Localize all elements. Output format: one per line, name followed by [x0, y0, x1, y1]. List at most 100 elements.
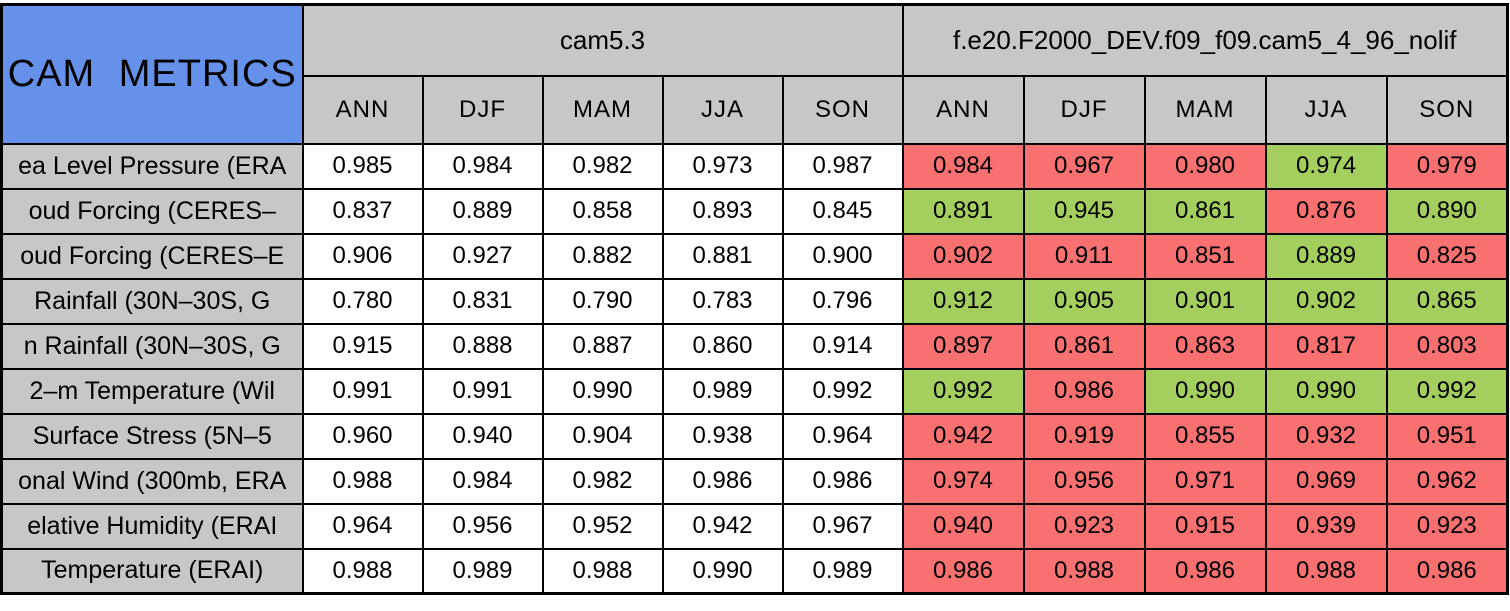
- test-value-cell-red: 0.911: [1022, 232, 1146, 280]
- cam53-value-cell: 0.990: [541, 367, 664, 415]
- metric-label: oud Forcing (CERES–: [0, 187, 304, 235]
- test-value-cell-red: 0.984: [901, 142, 1025, 190]
- cam53-value-cell: 0.990: [661, 547, 784, 595]
- cam53-value-cell: 0.986: [781, 457, 904, 505]
- cam53-value-cell: 0.915: [301, 322, 424, 370]
- cam53-value-cell: 0.984: [421, 457, 544, 505]
- cam-metrics-table: CAM METRICS cam5.3 f.e20.F2000_DEV.f09_f…: [0, 3, 1509, 595]
- metric-label: Surface Stress (5N–5: [0, 412, 304, 460]
- cam53-value-cell: 0.790: [541, 277, 664, 325]
- cam53-value-cell: 0.973: [661, 142, 784, 190]
- cam53-value-cell: 0.845: [781, 187, 904, 235]
- cam53-value-cell: 0.837: [301, 187, 424, 235]
- test-value-cell-red: 0.939: [1264, 502, 1388, 550]
- test-value-cell-green: 0.974: [1264, 142, 1388, 190]
- metric-row: Surface Stress (5N–5 0.960 0.940 0.904 0.938…: [0, 412, 1509, 460]
- test-value-cell-red: 0.861: [1022, 322, 1146, 370]
- test-value-cell-red: 0.956: [1022, 457, 1146, 505]
- cam53-value-cell: 0.988: [301, 547, 424, 595]
- test-value-cell-red: 0.919: [1022, 412, 1146, 460]
- cam53-value-cell: 0.989: [781, 547, 904, 595]
- cam53-value-cell: 0.960: [301, 412, 424, 460]
- test-value-cell-red: 0.876: [1264, 187, 1388, 235]
- test-value-cell-red: 0.951: [1385, 412, 1509, 460]
- test-value-cell-red: 0.974: [901, 457, 1025, 505]
- test-value-cell-red: 0.923: [1385, 502, 1509, 550]
- season-header-row: ANN DJF MAM JJA SON ANN DJF MAM JJA SON: [2, 74, 1509, 145]
- season-header-mam-group2: MAM: [1143, 74, 1267, 145]
- test-value-cell-red: 0.986: [1022, 367, 1146, 415]
- test-value-cell-green: 0.905: [1022, 277, 1146, 325]
- cam53-value-cell: 0.967: [781, 502, 904, 550]
- cam53-value-cell: 0.906: [301, 232, 424, 280]
- metric-label: oud Forcing (CERES–E: [0, 232, 304, 280]
- test-value-cell-green: 0.890: [1385, 187, 1509, 235]
- cam53-value-cell: 0.893: [661, 187, 784, 235]
- cam53-value-cell: 0.956: [421, 502, 544, 550]
- cam53-value-cell: 0.992: [781, 367, 904, 415]
- test-value-cell-red: 0.979: [1385, 142, 1509, 190]
- group-header-row: CAM METRICS cam5.3 f.e20.F2000_DEV.f09_f…: [0, 3, 1509, 145]
- test-value-cell-red: 0.851: [1143, 232, 1267, 280]
- metric-row: elative Humidity (ERAI 0.964 0.956 0.952 0.9…: [0, 502, 1509, 550]
- test-value-cell-red: 0.986: [901, 547, 1025, 595]
- test-value-cell-red: 0.902: [901, 232, 1025, 280]
- group-header-cam53: cam5.3: [301, 3, 904, 77]
- cam53-value-cell: 0.796: [781, 277, 904, 325]
- cam53-value-cell: 0.904: [541, 412, 664, 460]
- test-value-cell-green: 0.992: [1385, 367, 1509, 415]
- test-value-cell-red: 0.855: [1143, 412, 1267, 460]
- cam53-value-cell: 0.889: [421, 187, 544, 235]
- test-value-cell-red: 0.817: [1264, 322, 1388, 370]
- test-value-cell-red: 0.897: [901, 322, 1025, 370]
- metric-row: ea Level Pressure (ERA 0.985 0.984 0.982 0.9…: [0, 142, 1509, 190]
- cam53-value-cell: 0.888: [421, 322, 544, 370]
- cam53-value-cell: 0.986: [661, 457, 784, 505]
- metric-row: oud Forcing (CERES– 0.837 0.889 0.858 0.893 0…: [0, 187, 1509, 235]
- metric-label: ea Level Pressure (ERA: [0, 142, 304, 190]
- metric-row: onal Wind (300mb, ERA 0.988 0.984 0.982 0.98…: [0, 457, 1509, 505]
- cam53-value-cell: 0.982: [541, 457, 664, 505]
- metric-row: Temperature (ERAI) 0.988 0.989 0.988 0.990 0.…: [0, 547, 1509, 595]
- test-value-cell-red: 0.967: [1022, 142, 1146, 190]
- metric-row: Rainfall (30N–30S, G 0.780 0.831 0.790 0.783…: [0, 277, 1509, 325]
- season-header-jja-group2: JJA: [1264, 74, 1388, 145]
- cam53-value-cell: 0.942: [661, 502, 784, 550]
- test-value-cell-red: 0.825: [1385, 232, 1509, 280]
- test-value-cell-red: 0.863: [1143, 322, 1267, 370]
- cam53-value-cell: 0.881: [661, 232, 784, 280]
- cam53-value-cell: 0.938: [661, 412, 784, 460]
- metric-row: oud Forcing (CERES–E 0.906 0.927 0.882 0.881…: [0, 232, 1509, 280]
- cam53-value-cell: 0.860: [661, 322, 784, 370]
- cam53-value-cell: 0.988: [301, 457, 424, 505]
- metric-label: onal Wind (300mb, ERA: [0, 457, 304, 505]
- metric-label: n Rainfall (30N–30S, G: [0, 322, 304, 370]
- cam53-value-cell: 0.985: [301, 142, 424, 190]
- season-header-mam-group1: MAM: [541, 74, 664, 145]
- test-value-cell-red: 0.962: [1385, 457, 1509, 505]
- test-value-cell-green: 0.992: [901, 367, 1025, 415]
- season-header-ann-group2: ANN: [901, 74, 1025, 145]
- cam53-value-cell: 0.988: [541, 547, 664, 595]
- cam53-value-cell: 0.989: [421, 547, 544, 595]
- table-title-cell: CAM METRICS: [0, 3, 304, 145]
- cam53-value-cell: 0.991: [421, 367, 544, 415]
- season-header-ann-group1: ANN: [301, 74, 424, 145]
- test-value-cell-red: 0.988: [1264, 547, 1388, 595]
- test-value-cell-red: 0.923: [1022, 502, 1146, 550]
- test-value-cell-green: 0.889: [1264, 232, 1388, 280]
- season-header-djf-group2: DJF: [1022, 74, 1146, 145]
- test-value-cell-red: 0.986: [1385, 547, 1509, 595]
- test-value-cell-red: 0.986: [1143, 547, 1267, 595]
- cam53-value-cell: 0.987: [781, 142, 904, 190]
- test-value-cell-green: 0.912: [901, 277, 1025, 325]
- test-value-cell-green: 0.891: [901, 187, 1025, 235]
- test-value-cell-green: 0.865: [1385, 277, 1509, 325]
- metric-label: 2–m Temperature (Wil: [0, 367, 304, 415]
- test-value-cell-red: 0.915: [1143, 502, 1267, 550]
- metrics-table-body: ea Level Pressure (ERA 0.985 0.984 0.982 0.9…: [0, 142, 1509, 595]
- test-value-cell-red: 0.971: [1143, 457, 1267, 505]
- cam53-value-cell: 0.783: [661, 277, 784, 325]
- cam53-value-cell: 0.964: [781, 412, 904, 460]
